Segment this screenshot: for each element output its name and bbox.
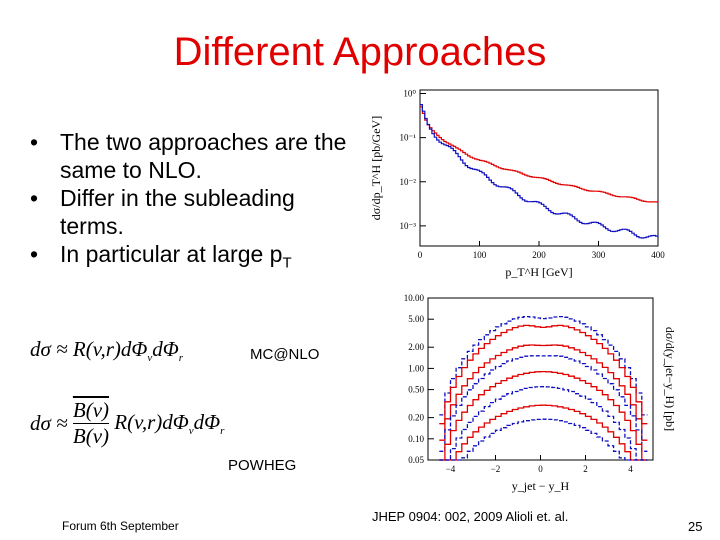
x-tick-label: 300 bbox=[592, 250, 606, 260]
x-axis-label: p_T^H [GeV] bbox=[505, 265, 572, 279]
reference-text: JHEP 0904: 002, 2009 Alioli et. al. bbox=[372, 509, 569, 524]
series-line-blue bbox=[439, 386, 648, 461]
x-tick-label: 0 bbox=[538, 464, 543, 474]
y-tick-label: 10⁻² bbox=[400, 177, 417, 187]
x-tick-label: 4 bbox=[628, 464, 633, 474]
powheg-label: POWHEG bbox=[228, 457, 297, 474]
series-line-blue bbox=[439, 418, 648, 461]
series-line-red bbox=[439, 344, 648, 441]
y-tick-label: 0.05 bbox=[408, 455, 424, 465]
y-tick-label: 10.00 bbox=[404, 293, 425, 303]
x-tick-label: −4 bbox=[446, 464, 456, 474]
x-tick-label: 200 bbox=[532, 250, 546, 260]
y-tick-label: 0.20 bbox=[408, 413, 424, 423]
y-tick-label: 10⁻¹ bbox=[400, 133, 417, 143]
bullet-dot-icon: • bbox=[30, 185, 39, 211]
y-tick-label: 0.50 bbox=[408, 385, 424, 395]
bullet-dot-icon: • bbox=[30, 241, 39, 267]
powheg-equation: dσ ≈ B(v) B(v) R(v,r)dΦvdΦr bbox=[30, 398, 225, 448]
y-tick-label: 10⁰ bbox=[403, 88, 416, 98]
y-tick-label: 2.00 bbox=[408, 342, 424, 352]
y-tick-label: 1.00 bbox=[408, 363, 424, 373]
page-number: 25 bbox=[688, 519, 703, 534]
bullet-list: • The two approaches are the same to NLO.… bbox=[30, 128, 360, 278]
slide-title: Different Approaches bbox=[173, 30, 547, 74]
x-tick-label: 2 bbox=[583, 464, 588, 474]
y-axis-label: dσ/dp_T^H [pb/GeV] bbox=[369, 116, 383, 220]
pt-spectrum-chart: 0 100 200 300 400 10⁰ 10⁻¹ 10⁻² 10⁻³ p_T^H [GeV] d… bbox=[368, 84, 668, 284]
x-axis-label: y_jet − y_H bbox=[512, 479, 570, 493]
bullet-item: • In particular at large pT bbox=[30, 241, 292, 272]
y-tick-label: 10⁻³ bbox=[400, 221, 417, 231]
rapidity-difference-chart: −4 −2 0 2 4 10.00 5.00 2.00 1.00 0.50 0.20 0.10 0.05… bbox=[388, 290, 678, 500]
series-line-red bbox=[439, 370, 648, 461]
x-tick-label: −2 bbox=[491, 464, 501, 474]
plot-frame bbox=[419, 89, 659, 247]
x-tick-label: 400 bbox=[651, 250, 665, 260]
bullet-dot-icon: • bbox=[30, 129, 39, 155]
series-line-red bbox=[439, 324, 648, 425]
series-line-blue bbox=[439, 315, 648, 416]
x-tick-label: 100 bbox=[473, 250, 487, 260]
mcnlo-equation: dσ ≈ R(v,r)dΦvdΦr bbox=[30, 337, 184, 365]
series-line-blue bbox=[420, 104, 659, 239]
footer-text: Forum 6th September bbox=[62, 519, 179, 533]
y-tick-label: 5.00 bbox=[408, 314, 424, 324]
x-tick-label: 0 bbox=[418, 250, 423, 260]
bullet-item: • Differ in the subleading terms. bbox=[30, 185, 295, 239]
mcnlo-label: MC@NLO bbox=[250, 346, 320, 363]
series-line-blue bbox=[439, 355, 648, 452]
bullet-item: • The two approaches are the same to NLO. bbox=[30, 129, 347, 183]
series-line-red bbox=[439, 404, 648, 461]
y-tick-label: 0.10 bbox=[408, 434, 424, 444]
y-axis-label: dσ/d(y_jet−y_H) [pb] bbox=[663, 327, 677, 431]
series-line-red bbox=[420, 106, 659, 203]
